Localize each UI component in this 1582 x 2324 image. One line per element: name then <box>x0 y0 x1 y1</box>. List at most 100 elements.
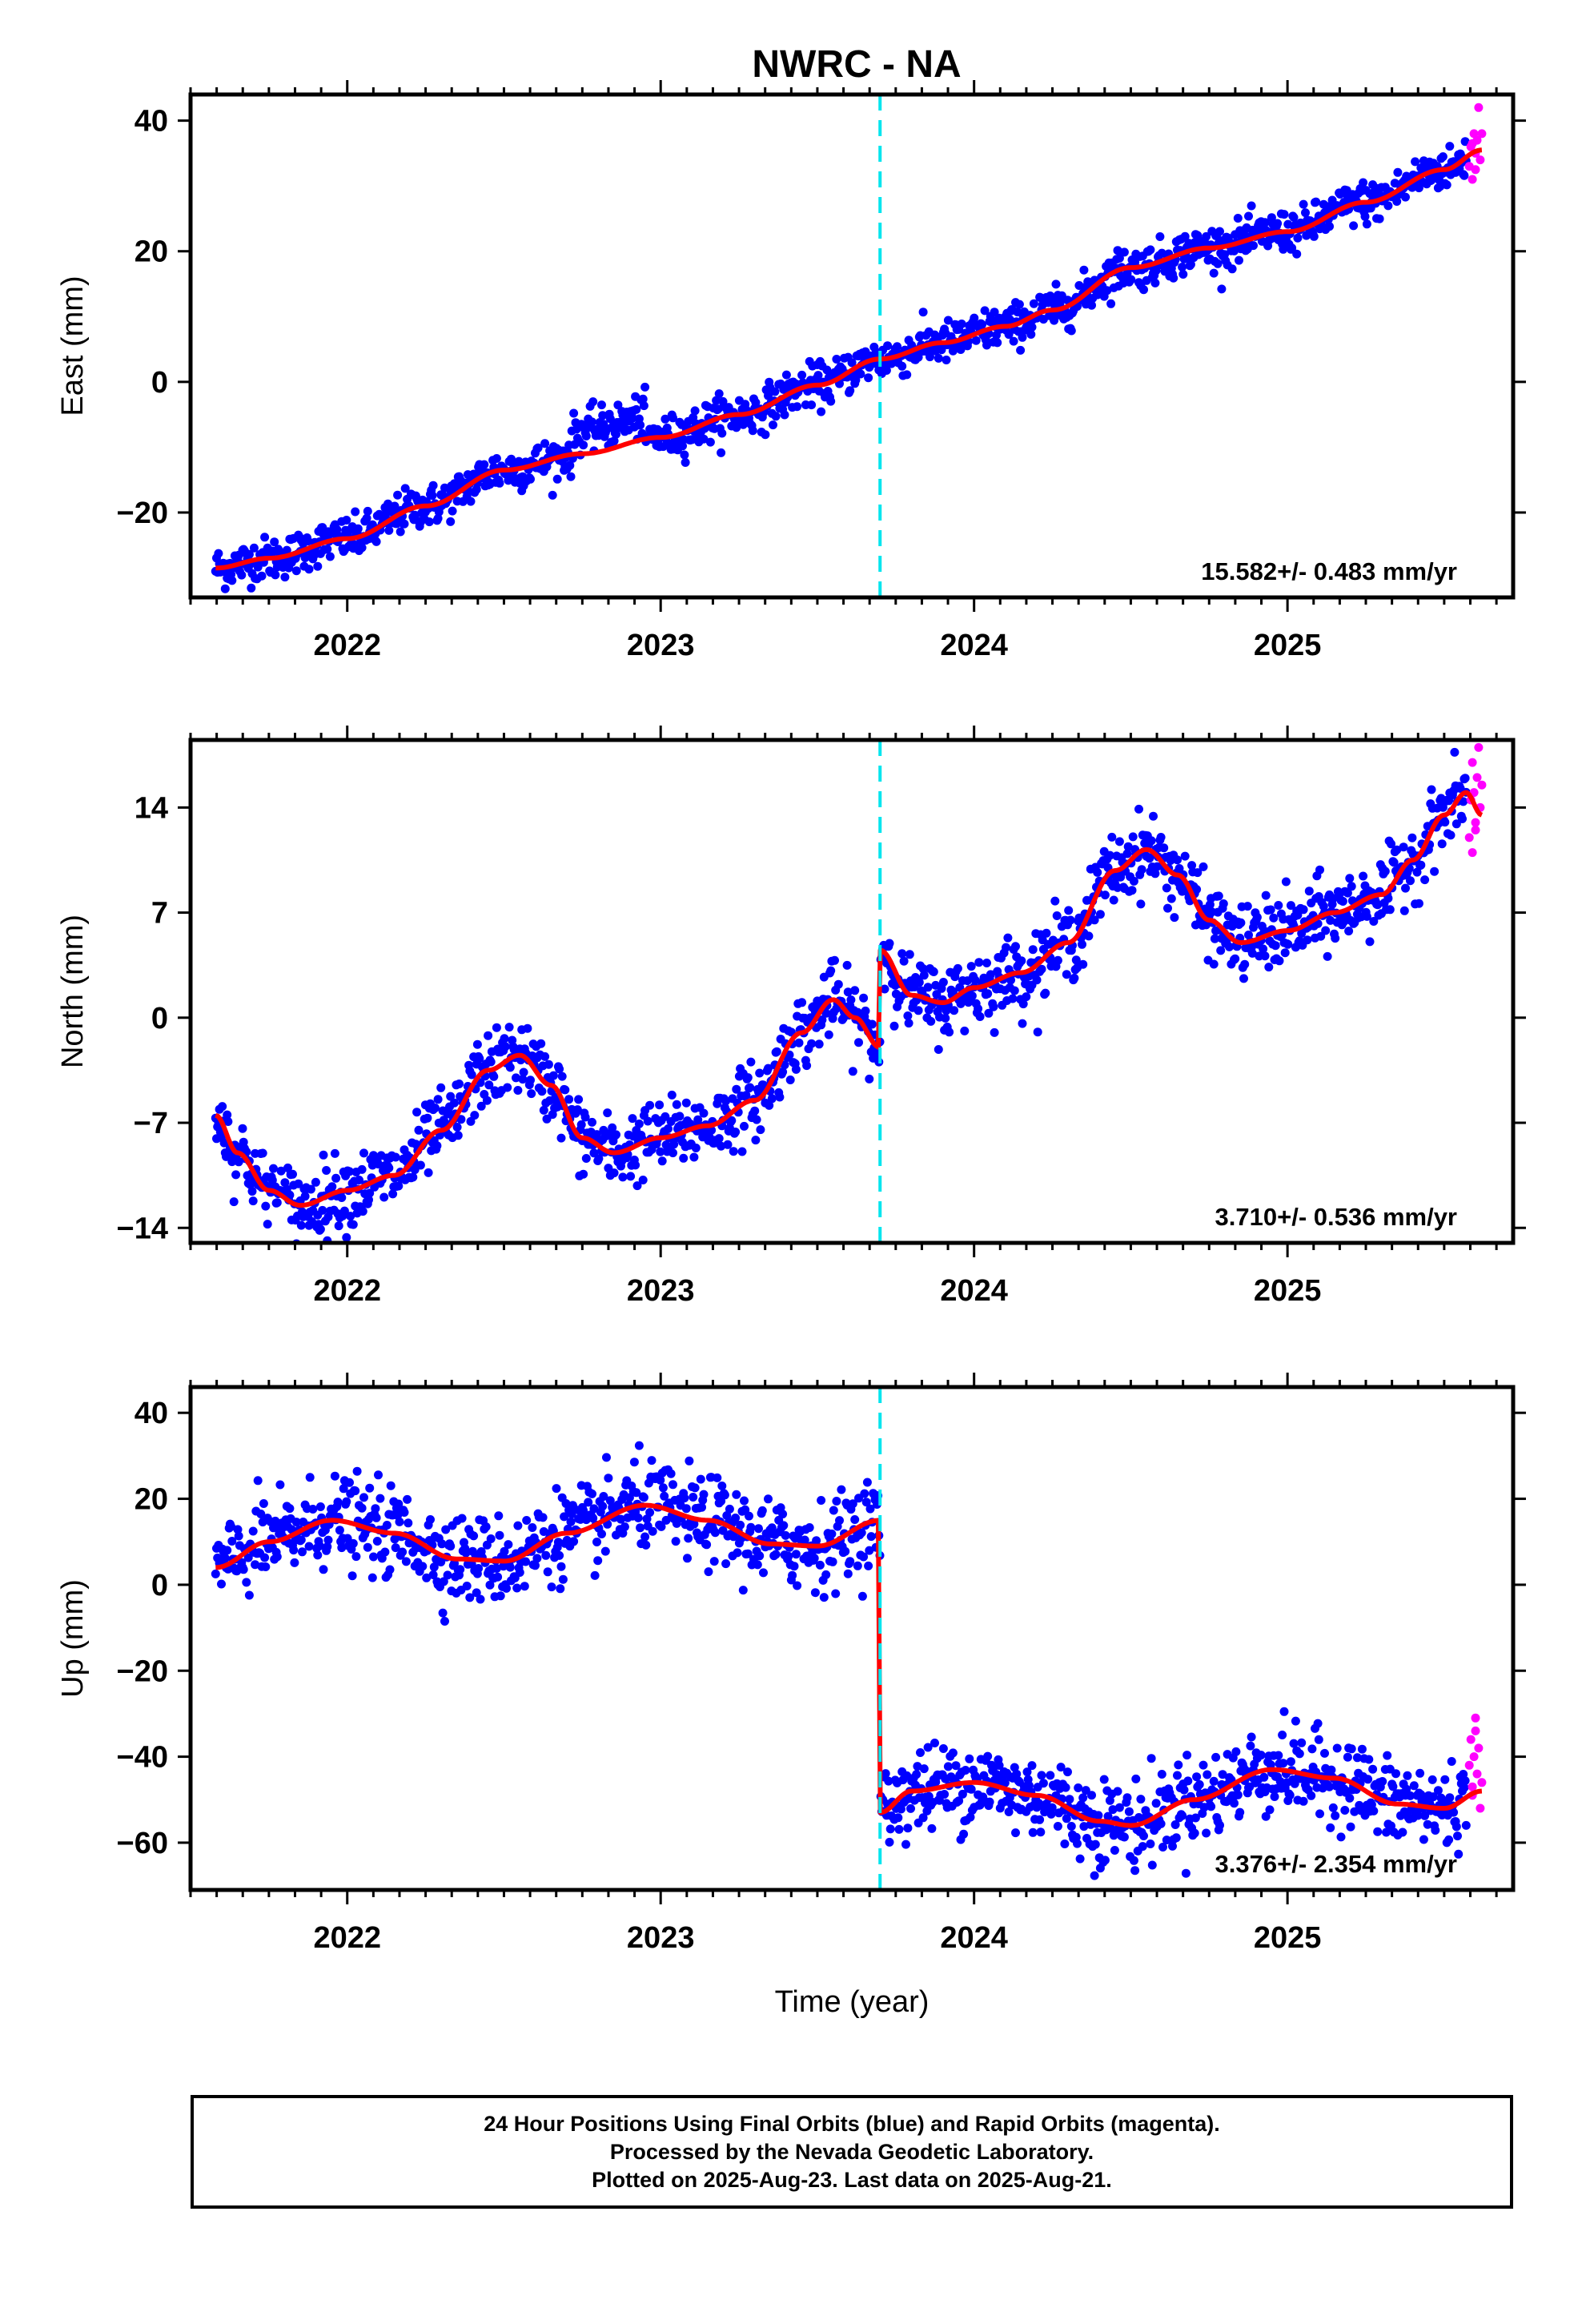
north-final-point <box>817 1015 827 1024</box>
up-final-point <box>699 1490 709 1499</box>
east-final-point <box>1146 245 1155 255</box>
north-final-point <box>824 1030 833 1039</box>
up-final-point <box>817 1496 826 1505</box>
east-final-point <box>881 366 891 375</box>
east-final-point <box>1186 259 1195 269</box>
up-final-point <box>418 1562 428 1571</box>
footer-caption: 24 Hour Positions Using Final Orbits (bl… <box>191 2095 1513 2209</box>
east-final-point <box>934 353 943 363</box>
north-final-point <box>1406 876 1415 886</box>
up-final-point <box>648 1526 657 1536</box>
up-final-point <box>884 1776 893 1786</box>
up-rapid-point <box>1471 1726 1480 1735</box>
up-final-point <box>1364 1755 1374 1764</box>
up-final-point <box>461 1548 471 1558</box>
north-final-point <box>300 1192 310 1201</box>
north-final-point <box>416 1160 425 1170</box>
north-final-point <box>489 1072 499 1081</box>
north-final-point <box>527 1089 536 1099</box>
north-final-point <box>626 1172 636 1181</box>
east-final-point <box>1460 137 1470 147</box>
north-final-point <box>1018 999 1028 1009</box>
north-final-point <box>843 987 853 997</box>
east-final-point <box>689 412 698 422</box>
east-final-point <box>1442 180 1452 190</box>
up-final-point <box>1328 1803 1338 1812</box>
up-final-point <box>291 1518 301 1527</box>
east-final-point <box>1279 210 1289 219</box>
north-final-point <box>1032 975 1042 985</box>
up-final-point <box>645 1508 655 1518</box>
east-final-point <box>384 525 394 535</box>
east-final-point <box>1289 212 1299 222</box>
north-xtick-label: 2022 <box>313 1274 381 1308</box>
up-final-point <box>848 1499 857 1509</box>
north-final-point <box>1385 905 1395 915</box>
north-xtick-label: 2024 <box>940 1274 1008 1308</box>
up-final-point <box>1157 1770 1166 1779</box>
up-final-point <box>592 1538 601 1546</box>
east-final-point <box>717 428 727 438</box>
north-final-point <box>1347 882 1356 891</box>
east-final-point <box>244 549 254 559</box>
north-final-point <box>1162 883 1171 893</box>
north-final-point <box>1261 891 1271 900</box>
up-final-point <box>1027 1761 1037 1771</box>
east-final-point <box>579 440 588 450</box>
up-final-point <box>1235 1807 1245 1817</box>
north-final-point <box>723 1140 733 1149</box>
north-final-point <box>218 1102 227 1112</box>
north-final-point <box>322 1166 331 1175</box>
up-final-point <box>319 1565 328 1574</box>
north-final-point <box>1225 942 1234 951</box>
up-final-point <box>429 1562 439 1572</box>
north-final-point <box>691 1144 701 1152</box>
up-final-point <box>620 1522 629 1531</box>
north-final-point <box>1345 874 1355 883</box>
up-final-point <box>597 1530 606 1538</box>
up-final-point <box>404 1518 413 1528</box>
north-final-point <box>1149 811 1158 821</box>
up-final-point <box>1246 1741 1255 1751</box>
north-final-point <box>1440 818 1450 827</box>
north-rapid-point <box>1474 742 1484 752</box>
up-final-point <box>1178 1811 1187 1820</box>
north-final-point <box>446 1092 456 1101</box>
up-final-point <box>1274 1751 1283 1760</box>
up-final-point <box>1325 1782 1334 1791</box>
north-final-point <box>1018 1019 1027 1028</box>
up-final-point <box>721 1559 731 1569</box>
east-final-point <box>717 448 726 457</box>
up-final-point <box>1307 1744 1317 1754</box>
up-final-point <box>308 1505 318 1514</box>
north-final-point <box>932 990 942 999</box>
up-final-point <box>853 1561 862 1570</box>
east-final-point <box>769 420 777 430</box>
north-final-point <box>1407 833 1417 842</box>
north-final-point <box>1064 906 1074 915</box>
east-final-point <box>353 524 363 533</box>
up-final-point <box>1046 1771 1055 1780</box>
up-final-point <box>428 1570 438 1579</box>
east-final-point <box>1393 167 1403 177</box>
north-final-point <box>359 1148 368 1158</box>
north-final-point <box>885 939 894 948</box>
east-final-point <box>598 411 608 420</box>
up-final-point <box>1047 1803 1057 1812</box>
north-final-point <box>767 1094 777 1104</box>
east-final-point <box>978 320 986 329</box>
north-final-point <box>1078 939 1086 949</box>
up-final-point <box>731 1514 741 1522</box>
east-ylabel: East (mm) <box>56 275 90 416</box>
north-final-point <box>983 989 993 999</box>
north-plot-area <box>211 742 1487 1243</box>
north-final-point <box>319 1150 328 1160</box>
east-final-point <box>362 513 371 523</box>
up-final-point <box>485 1580 495 1590</box>
up-final-point <box>1156 1819 1166 1828</box>
up-final-point <box>1202 1828 1211 1838</box>
east-final-point <box>393 490 403 500</box>
north-final-point <box>1414 899 1423 908</box>
up-xtick-label: 2025 <box>1254 1921 1322 1955</box>
up-final-point <box>1190 1828 1199 1838</box>
